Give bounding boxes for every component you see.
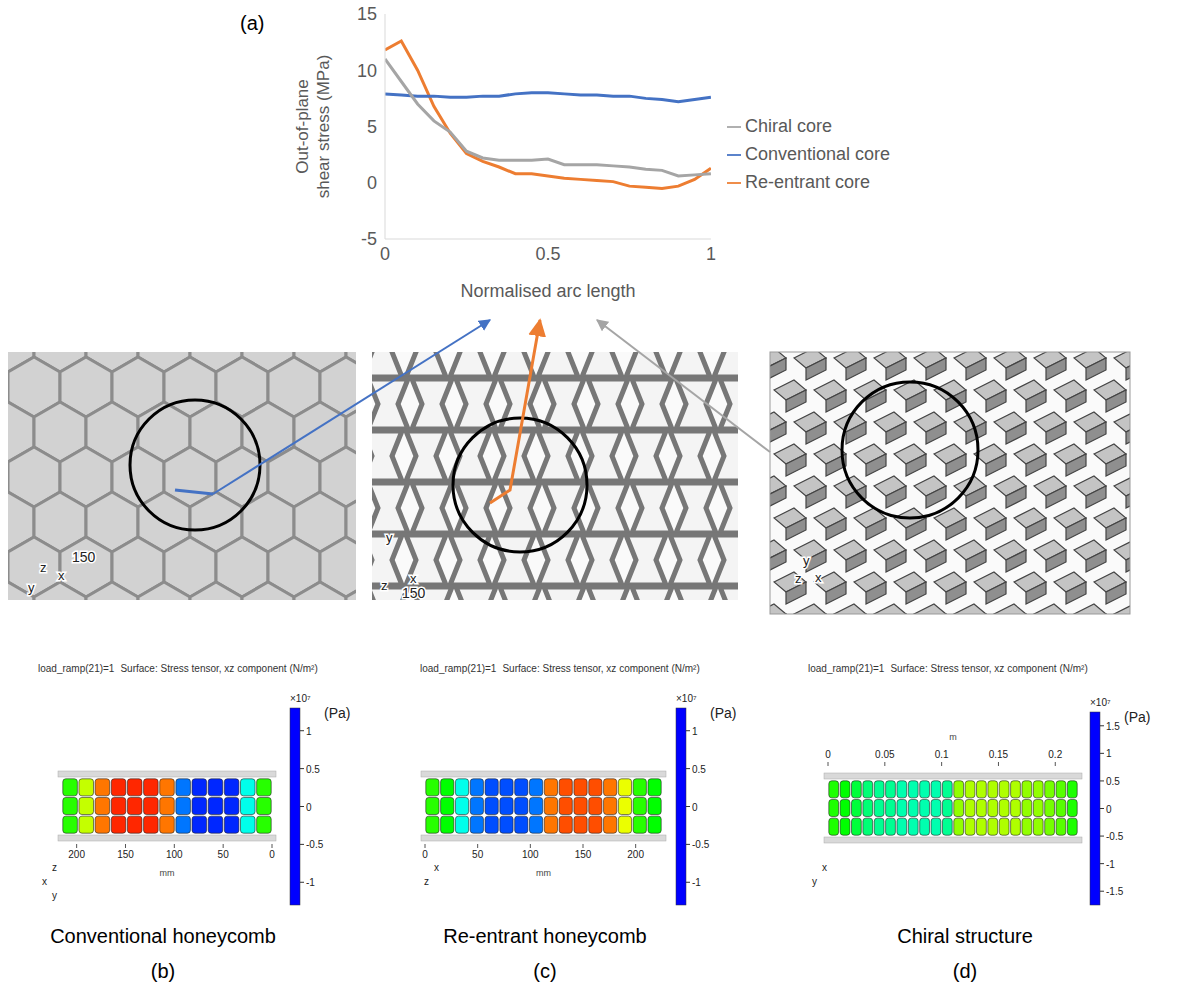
svg-text:Normalised arc length: Normalised arc length (460, 281, 635, 301)
svg-text:z: z (381, 578, 388, 593)
svg-text:load_ramp(21)=1Surface: Stress: load_ramp(21)=1Surface: Stress tensor, x… (808, 663, 1088, 674)
svg-text:-1: -1 (306, 877, 315, 888)
svg-text:50: 50 (472, 849, 484, 860)
svg-text:x: x (410, 571, 417, 586)
svg-text:mm: mm (536, 868, 551, 878)
svg-text:0: 0 (269, 849, 275, 860)
svg-text:100: 100 (166, 849, 183, 860)
svg-text:x: x (58, 568, 65, 583)
svg-text:×10⁷: ×10⁷ (290, 693, 311, 704)
svg-text:-1: -1 (692, 877, 701, 888)
html-text:Conventional core: Conventional core (744, 144, 890, 164)
svg-text:-1.5: -1.5 (1106, 886, 1124, 897)
svg-text:1: 1 (1106, 748, 1112, 759)
svg-text:(c): (c) (533, 960, 556, 982)
svg-text:0: 0 (1106, 804, 1112, 815)
svg-text:Re-entrant honeycomb: Re-entrant honeycomb (443, 925, 646, 947)
svg-text:-0.5: -0.5 (306, 839, 324, 850)
svg-text:0.15: 0.15 (989, 749, 1009, 760)
svg-text:1: 1 (706, 244, 716, 264)
svg-text:-1: -1 (1106, 859, 1115, 870)
svg-text:x: x (822, 862, 827, 873)
svg-text:y: y (803, 553, 810, 568)
svg-text:50: 50 (218, 849, 230, 860)
svg-text:0.5: 0.5 (1106, 776, 1120, 787)
svg-text:Chiral structure: Chiral structure (897, 925, 1033, 947)
svg-text:1: 1 (692, 726, 698, 737)
svg-text:150: 150 (72, 549, 96, 565)
html-text:(a): (a) (240, 12, 265, 34)
svg-text:1: 1 (306, 726, 312, 737)
svg-text:0: 0 (692, 802, 698, 813)
svg-text:load_ramp(21)=1Surface: Stress: load_ramp(21)=1Surface: Stress tensor, x… (38, 663, 318, 674)
svg-text:0.1: 0.1 (935, 749, 949, 760)
svg-text:z: z (424, 876, 429, 887)
svg-text:0.5: 0.5 (306, 764, 320, 775)
svg-text:0.5: 0.5 (535, 244, 560, 264)
html-text:Re-entrant core: Re-entrant core (744, 172, 870, 192)
svg-text:mm: mm (160, 868, 175, 878)
svg-text:0.5: 0.5 (692, 764, 706, 775)
svg-text:(b): (b) (151, 960, 175, 982)
svg-text:200: 200 (627, 849, 644, 860)
svg-text:0.2: 0.2 (1048, 749, 1062, 760)
svg-text:5: 5 (367, 117, 377, 137)
svg-text:z: z (795, 571, 802, 586)
svg-text:150: 150 (575, 849, 592, 860)
svg-text:x: x (815, 570, 822, 585)
svg-text:x: x (42, 876, 47, 887)
svg-text:-5: -5 (361, 229, 377, 249)
svg-text:150: 150 (402, 585, 426, 601)
svg-text:100: 100 (522, 849, 539, 860)
svg-text:(Pa): (Pa) (1124, 709, 1150, 725)
svg-text:Out-of-planeshear stress (MPa): Out-of-planeshear stress (MPa) (293, 55, 333, 199)
svg-text:0: 0 (306, 802, 312, 813)
svg-text:1.5: 1.5 (1106, 721, 1120, 732)
svg-text:load_ramp(21)=1Surface: Stress: load_ramp(21)=1Surface: Stress tensor, x… (420, 663, 700, 674)
svg-text:(Pa): (Pa) (324, 705, 350, 721)
svg-text:0: 0 (380, 244, 390, 264)
svg-text:-0.5: -0.5 (1106, 831, 1124, 842)
svg-text:y: y (386, 530, 393, 545)
html-text:Chiral core: Chiral core (744, 116, 832, 136)
svg-text:-0.5: -0.5 (692, 839, 710, 850)
svg-text:y: y (28, 580, 35, 595)
svg-text:0.05: 0.05 (875, 749, 895, 760)
svg-text:200: 200 (68, 849, 85, 860)
svg-text:150: 150 (117, 849, 134, 860)
svg-text:z: z (40, 560, 47, 575)
svg-text:y: y (52, 890, 57, 901)
svg-text:(d): (d) (953, 960, 977, 982)
svg-text:0: 0 (422, 849, 428, 860)
svg-text:x: x (434, 862, 439, 873)
svg-text:0: 0 (367, 173, 377, 193)
svg-text:×10⁷: ×10⁷ (1090, 697, 1111, 708)
svg-text:×10⁷: ×10⁷ (676, 693, 697, 704)
svg-text:Conventional honeycomb: Conventional honeycomb (50, 925, 276, 947)
svg-text:m: m (949, 732, 957, 742)
svg-text:15: 15 (357, 4, 377, 24)
svg-text:0: 0 (825, 749, 831, 760)
svg-text:(Pa): (Pa) (710, 705, 736, 721)
svg-text:y: y (812, 876, 817, 887)
svg-text:z: z (52, 862, 57, 873)
svg-text:10: 10 (357, 61, 377, 81)
